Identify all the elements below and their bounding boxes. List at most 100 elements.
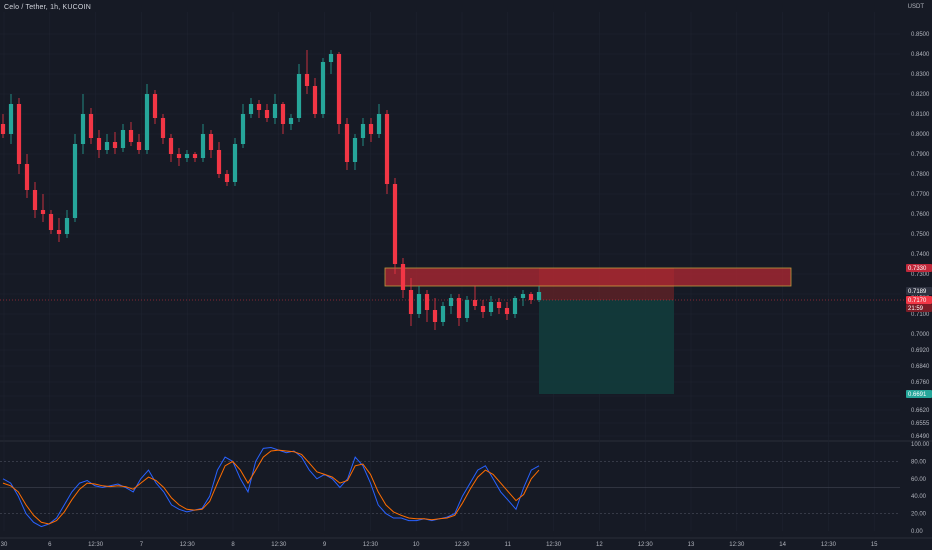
candle-body [464, 300, 470, 318]
candle-body [56, 230, 62, 234]
candle-body [8, 104, 14, 134]
last-price-badge: 0.7170 [908, 298, 927, 304]
candle-body [400, 264, 406, 290]
indicator-tick-label: 20.00 [911, 512, 927, 518]
candle-body [504, 308, 510, 314]
indicator-tick-label: 0.00 [911, 529, 923, 535]
candle-body [304, 74, 310, 86]
stop-price-badge-bg [906, 264, 932, 272]
candle-body [192, 154, 198, 158]
candle-body [528, 294, 534, 300]
candle-body [416, 294, 422, 314]
time-tick-label: 12:30 [821, 542, 837, 548]
candle-body [120, 130, 126, 148]
time-tick-label: 15 [871, 542, 878, 548]
price-tick-label: 0.8100 [911, 112, 930, 118]
candle-body [24, 164, 30, 190]
time-tick-label: 12:30 [88, 542, 104, 548]
price-axis[interactable]: 0.8500 0.8400 0.8300 0.8200 0.8100 0.8000 0.79… [911, 32, 930, 535]
price-tick-label: 0.6555 [911, 421, 930, 427]
position-tool[interactable] [0, 267, 905, 394]
stop-price-badge: 0.7330 [908, 266, 927, 272]
candle-body [248, 104, 254, 114]
candle-body [168, 138, 174, 154]
time-tick-label: 12:30 [454, 542, 470, 548]
candle-body [488, 302, 494, 312]
price-tick-label: 0.7700 [911, 192, 930, 198]
candle-body [48, 214, 54, 230]
candle-body [456, 298, 462, 318]
stochastic-indicator [0, 446, 900, 528]
candle-body [72, 144, 78, 218]
candle-body [336, 54, 342, 124]
time-tick-label: 11 [505, 542, 512, 548]
price-tick-label: 0.8300 [911, 72, 930, 78]
candle-body [264, 110, 270, 118]
entry-price-badge: 0.7189 [908, 289, 927, 295]
time-tick-label: 12:30 [271, 542, 287, 548]
candle-body [392, 184, 398, 264]
candle-body [144, 94, 150, 150]
price-tick-label: 0.8200 [911, 92, 930, 98]
candle-body [280, 104, 286, 124]
take-profit-zone [539, 300, 674, 394]
candle-body [520, 294, 526, 298]
time-tick-label: 12 [596, 542, 603, 548]
price-tick-label: 0.7900 [911, 152, 930, 158]
countdown-badge-bg [906, 304, 932, 312]
candle-body [152, 94, 158, 118]
time-tick-label: 6 [48, 542, 52, 548]
time-tick-label: 9 [323, 542, 327, 548]
price-tick-label: 0.6840 [911, 364, 930, 370]
stochastic-d-line [2, 449, 540, 525]
entry-price-badge-bg [906, 287, 932, 295]
price-tick-label: 0.8400 [911, 52, 930, 58]
stochastic-k-line [2, 446, 540, 528]
candle-body [352, 138, 358, 162]
indicator-tick-label: 100.00 [911, 442, 930, 448]
grid-lines [0, 12, 932, 539]
time-tick-label: 10 [413, 542, 420, 548]
candle-body [384, 114, 390, 184]
indicator-tick-label: 80.00 [911, 459, 927, 465]
price-tick-label: 0.7100 [911, 312, 930, 318]
candle-body [256, 104, 262, 110]
candle-body [432, 310, 438, 322]
indicator-tick-label: 40.00 [911, 494, 927, 500]
price-tick-label: 0.7000 [911, 332, 930, 338]
candle-body [224, 174, 230, 182]
candle-body [200, 134, 206, 158]
time-axis[interactable]: 30 6 12:30 7 12:30 8 12:30 9 12:30 10 12:30 11 12:30… [1, 542, 879, 548]
candle-body [216, 150, 222, 174]
time-tick-label: 12:30 [729, 542, 745, 548]
price-tick-label: 0.8000 [911, 132, 930, 138]
candle-body [424, 294, 430, 310]
time-tick-label: 12:30 [363, 542, 379, 548]
candlestick-series [0, 50, 542, 330]
time-tick-label: 14 [779, 542, 786, 548]
candle-body [360, 124, 366, 138]
candle-body [376, 114, 382, 134]
candle-body [136, 142, 142, 150]
candle-body [472, 300, 478, 306]
target-price-badge-bg [906, 390, 932, 398]
candle-body [128, 130, 134, 142]
time-tick-label: 12:30 [638, 542, 654, 548]
indicator-tick-label: 60.00 [911, 477, 927, 483]
candle-body [208, 134, 214, 150]
time-tick-label: 12:30 [180, 542, 196, 548]
candle-body [80, 114, 86, 144]
candle-body [480, 306, 486, 312]
price-tick-label: 0.6490 [911, 434, 930, 440]
candle-body [96, 138, 102, 150]
price-tick-label: 0.6920 [911, 348, 930, 354]
symbol-title[interactable]: Celo / Tether, 1h, KUCOIN [4, 4, 91, 11]
time-tick-label: 13 [688, 542, 695, 548]
candle-body [240, 114, 246, 144]
price-tick-label: 0.7500 [911, 232, 930, 238]
candle-body [408, 290, 414, 314]
price-tick-label: 0.6620 [911, 408, 930, 414]
time-tick-label: 30 [1, 542, 8, 548]
candle-body [176, 154, 182, 158]
